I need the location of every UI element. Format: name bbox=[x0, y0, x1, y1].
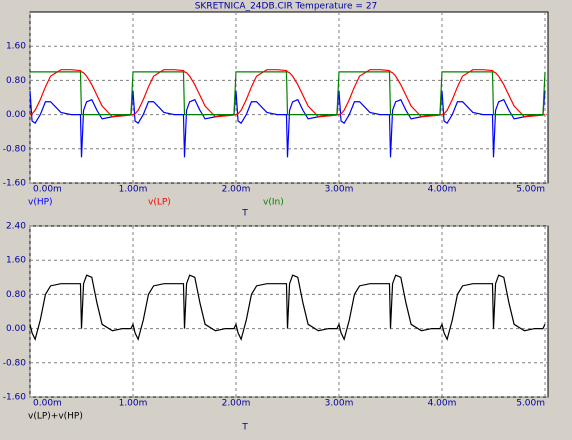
x-axis-label: T bbox=[241, 209, 248, 219]
x-tick-label: 3.00m bbox=[325, 399, 354, 409]
x-tick-label: 1.00m bbox=[119, 399, 148, 409]
x-tick-label: 2.00m bbox=[222, 185, 251, 195]
legend-entry: v(LP) bbox=[148, 198, 171, 208]
series-line bbox=[29, 274, 546, 342]
y-tick-label: 0.00 bbox=[6, 110, 26, 120]
y-tick-label: 0.80 bbox=[6, 290, 26, 300]
y-tick-label: -1.60 bbox=[3, 179, 27, 189]
legend-entry: v(LP)+v(HP) bbox=[28, 412, 83, 422]
legend-entry: v(HP) bbox=[28, 198, 53, 208]
x-tick-label: 1.00m bbox=[119, 185, 148, 195]
x-tick-label: 5.00m bbox=[516, 185, 545, 195]
x-tick-label: 3.00m bbox=[325, 185, 354, 195]
y-tick-label: 1.60 bbox=[6, 42, 26, 52]
series-line bbox=[29, 69, 546, 118]
plot-area bbox=[29, 225, 549, 398]
legend-entry: v(In) bbox=[263, 198, 284, 208]
y-tick-label: 0.80 bbox=[6, 76, 26, 86]
x-tick-label: 0.00m bbox=[33, 185, 62, 195]
y-tick-label: -0.80 bbox=[3, 358, 27, 368]
x-tick-label: 0.00m bbox=[33, 399, 62, 409]
y-tick-label: 0.00 bbox=[6, 324, 26, 334]
x-tick-label: 4.00m bbox=[428, 185, 457, 195]
x-tick-label: 4.00m bbox=[428, 399, 457, 409]
x-axis-label: T bbox=[241, 423, 248, 433]
chart-title: SKRETNICA_24DB.CIR Temperature = 27 bbox=[195, 2, 378, 12]
y-tick-label: 1.60 bbox=[6, 256, 26, 266]
y-tick-label: -1.60 bbox=[3, 393, 27, 403]
x-tick-label: 5.00m bbox=[516, 399, 545, 409]
y-tick-label: 2.40 bbox=[6, 222, 26, 232]
y-tick-label: -0.80 bbox=[3, 144, 27, 154]
plot-area bbox=[29, 11, 549, 184]
x-tick-label: 2.00m bbox=[222, 399, 251, 409]
series-line bbox=[30, 71, 546, 116]
